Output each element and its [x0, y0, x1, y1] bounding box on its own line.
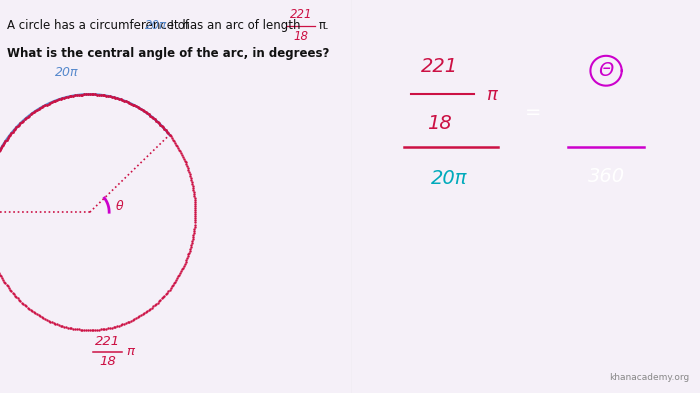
Text: π: π — [486, 86, 497, 104]
Text: 221: 221 — [290, 8, 312, 21]
Text: . It has an arc of length: . It has an arc of length — [163, 19, 300, 32]
Text: 20π: 20π — [55, 66, 78, 79]
Text: 221: 221 — [421, 57, 458, 76]
Text: 18: 18 — [99, 355, 116, 368]
Text: 20π: 20π — [431, 169, 468, 188]
Text: Θ: Θ — [598, 61, 614, 80]
Text: 20π: 20π — [145, 19, 167, 32]
Text: 18: 18 — [293, 30, 309, 43]
Text: What is the central angle of the arc, in degrees?: What is the central angle of the arc, in… — [7, 46, 330, 60]
Text: khanacademy.org: khanacademy.org — [609, 373, 690, 382]
Text: π: π — [127, 345, 135, 358]
Text: π.: π. — [318, 19, 330, 32]
Text: 360: 360 — [587, 167, 624, 186]
Text: θ: θ — [116, 200, 124, 213]
Text: 18: 18 — [427, 114, 452, 133]
Text: A circle has a circumference of: A circle has a circumference of — [7, 19, 192, 32]
Text: 221: 221 — [94, 335, 120, 349]
Text: =: = — [525, 103, 541, 121]
